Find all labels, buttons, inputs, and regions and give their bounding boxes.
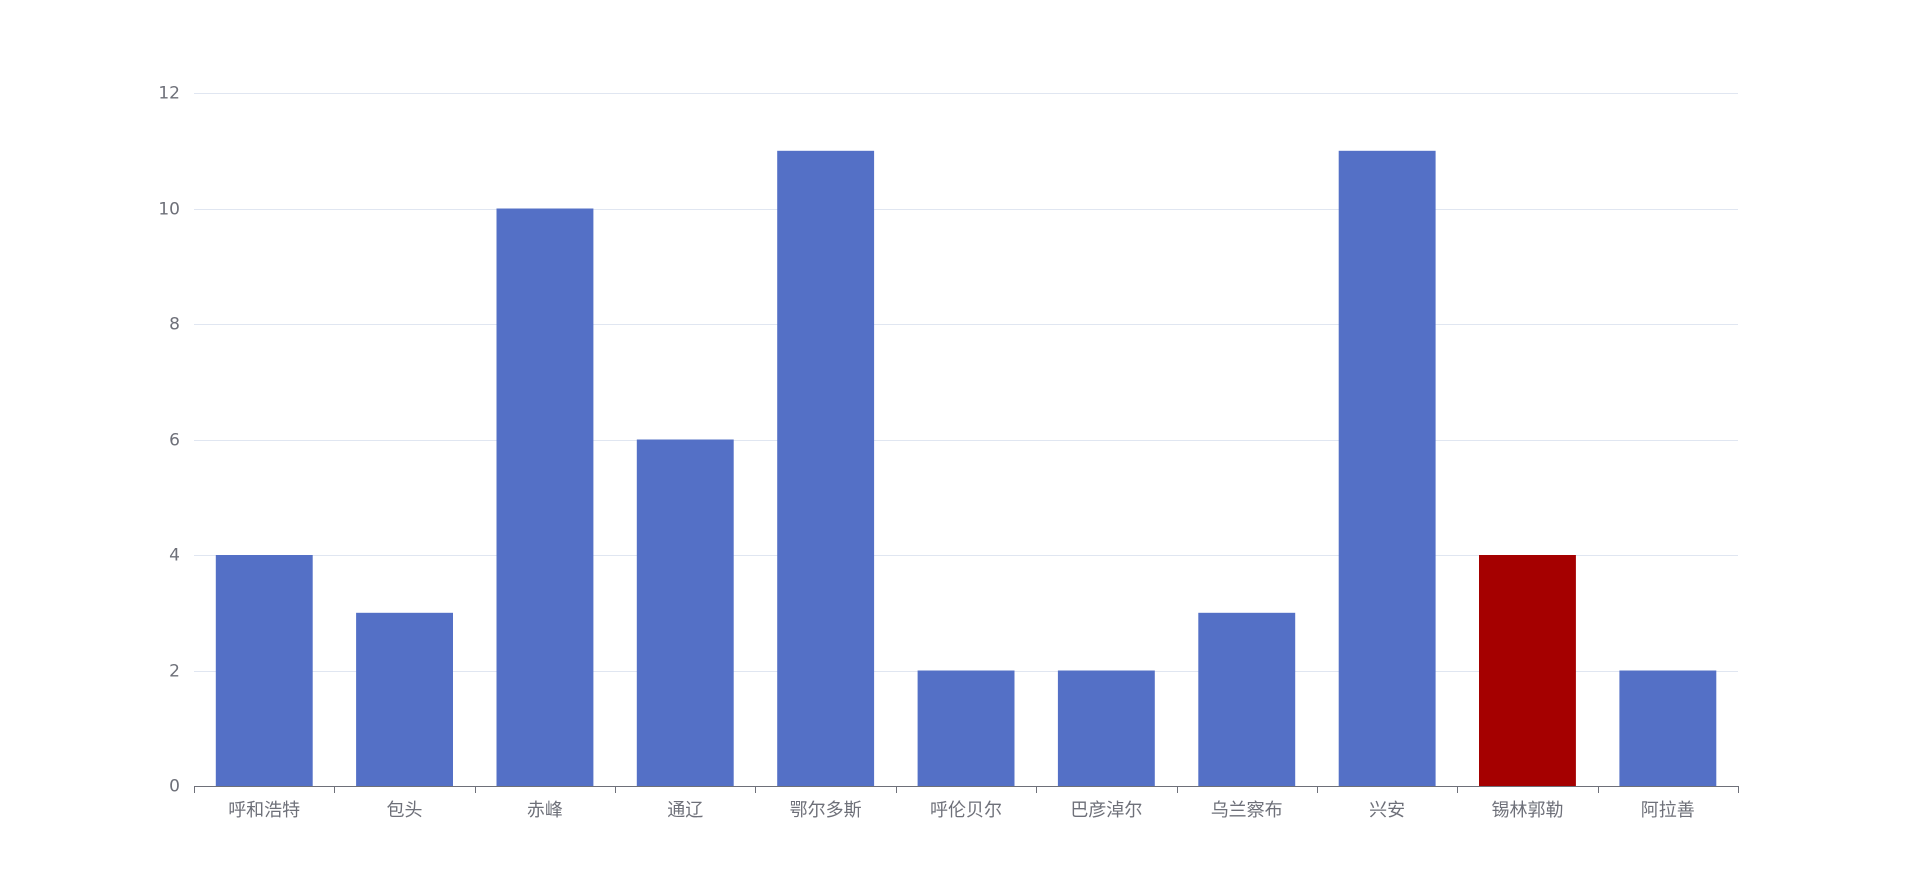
bar-锡林郭勒[interactable] (1479, 555, 1576, 786)
y-tick-label: 0 (169, 777, 180, 797)
bar-阿拉善[interactable] (1619, 670, 1717, 787)
bar-巴彦淖尔[interactable] (1057, 670, 1155, 787)
bar-呼和浩特[interactable] (215, 555, 313, 786)
bar-呼伦贝尔[interactable] (917, 670, 1015, 787)
x-tick-label: 乌兰察布 (1211, 800, 1283, 821)
y-tick-label: 12 (158, 84, 180, 104)
bars (215, 150, 1717, 787)
bar-鄂尔多斯[interactable] (777, 150, 875, 787)
x-tick-label: 鄂尔多斯 (790, 800, 862, 821)
axes (194, 786, 1739, 793)
y-tick-label: 10 (158, 200, 180, 220)
x-tick-label: 兴安 (1369, 800, 1405, 821)
bar-通辽[interactable] (636, 439, 734, 787)
y-tick-label: 8 (169, 315, 180, 335)
x-tick-label: 阿拉善 (1641, 800, 1695, 821)
x-tick-label: 赤峰 (527, 800, 563, 821)
tick-labels: 0 2 4 6 8 10 12 呼和浩特 包头 赤峰 通辽 鄂尔多斯 呼伦贝尔 巴彦淖尔 乌兰察布 兴安 锡林郭… (158, 84, 1694, 822)
bar-兴安[interactable] (1338, 150, 1436, 787)
x-tick-label: 包头 (387, 800, 423, 821)
y-tick-label: 6 (169, 431, 180, 451)
x-tick-label: 锡林郭勒 (1492, 800, 1564, 821)
bar-包头[interactable] (356, 612, 453, 787)
y-tick-label: 2 (169, 662, 180, 682)
x-tick-label: 呼伦贝尔 (930, 800, 1002, 821)
y-tick-label: 4 (169, 546, 180, 566)
x-tick-label: 通辽 (667, 800, 703, 821)
x-tick-label: 巴彦淖尔 (1070, 800, 1142, 821)
x-tick-label: 呼和浩特 (228, 800, 300, 821)
bar-乌兰察布[interactable] (1198, 612, 1296, 787)
bar-赤峰[interactable] (496, 208, 594, 787)
